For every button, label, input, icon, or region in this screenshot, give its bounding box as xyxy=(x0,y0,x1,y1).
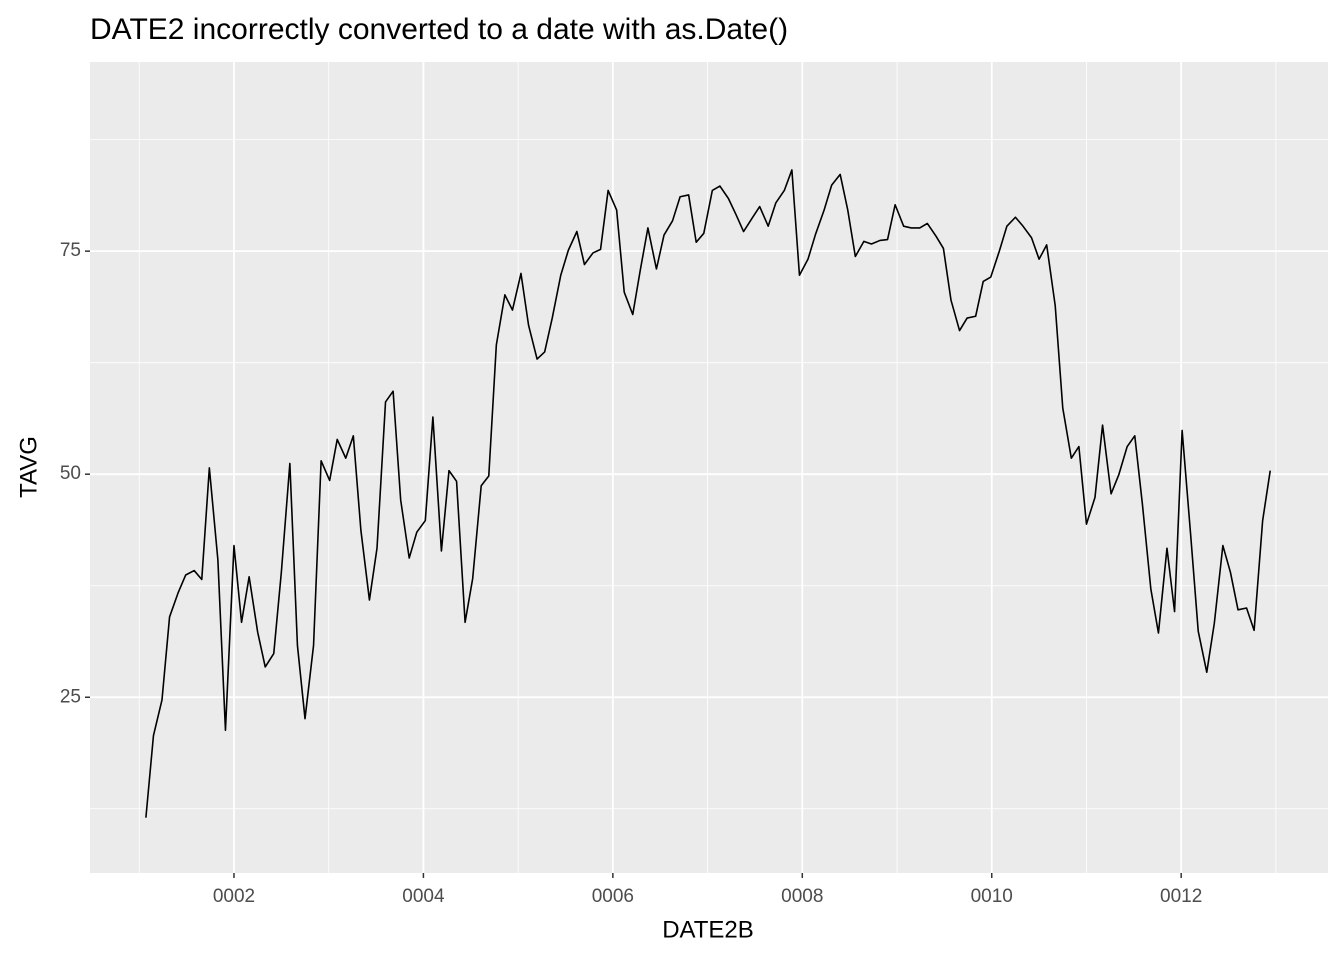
x-tick-label: 0008 xyxy=(781,886,823,907)
x-tick-label: 0012 xyxy=(1160,886,1202,907)
y-tick-label: 50 xyxy=(60,463,81,484)
x-tick-label: 0002 xyxy=(213,886,255,907)
x-tick-label: 0006 xyxy=(592,886,634,907)
x-tick-label: 0004 xyxy=(402,886,445,907)
data-line xyxy=(145,169,1272,818)
y-tick-label: 75 xyxy=(60,240,81,261)
x-axis-title: DATE2B xyxy=(662,916,754,943)
plot-panel xyxy=(90,62,1328,873)
y-axis-title: TAVG xyxy=(15,436,42,498)
x-tick-label: 0010 xyxy=(971,886,1013,907)
chart-title: DATE2 incorrectly converted to a date wi… xyxy=(90,13,788,46)
y-tick-label: 25 xyxy=(60,686,81,707)
